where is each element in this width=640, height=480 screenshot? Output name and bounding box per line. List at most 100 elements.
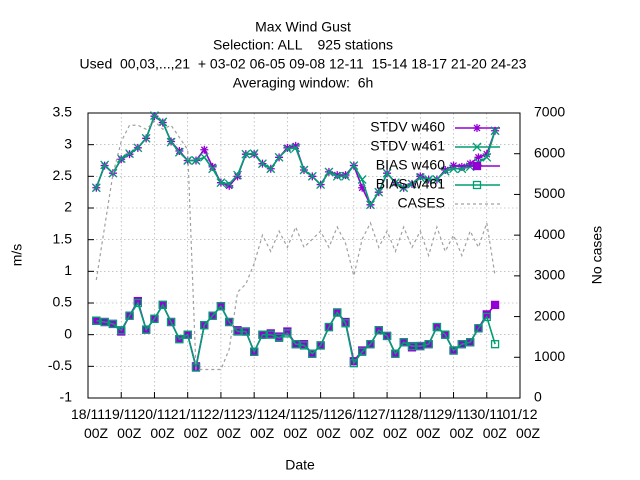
marker	[141, 133, 151, 143]
chart-title: Max Wind Gust	[255, 19, 351, 35]
marker	[233, 170, 242, 180]
marker	[200, 321, 209, 330]
marker	[432, 175, 442, 184]
marker	[440, 166, 450, 176]
marker	[399, 183, 409, 193]
marker	[208, 164, 218, 174]
marker	[225, 181, 234, 190]
y-tick-label: 0.5	[53, 294, 73, 310]
x-tick-label: 28/11 00Z	[403, 406, 441, 441]
x-tick-label: 30/11 00Z	[470, 406, 508, 441]
marker	[100, 160, 110, 170]
x-axis-label: Date	[285, 457, 315, 473]
marker	[374, 187, 384, 197]
marker	[416, 341, 425, 351]
y2-tick-label: 2000	[534, 307, 565, 323]
legend-label: STDV w460	[370, 119, 445, 135]
marker	[225, 317, 234, 327]
marker	[474, 153, 483, 162]
marker	[241, 327, 250, 336]
marker	[424, 340, 433, 349]
y2-tick-label: 4000	[534, 226, 565, 242]
marker	[166, 137, 176, 147]
marker	[332, 171, 342, 181]
marker	[424, 175, 434, 184]
y2-tick-label: 6000	[534, 144, 565, 160]
series-line	[95, 120, 496, 371]
marker	[258, 330, 267, 339]
marker	[449, 346, 458, 355]
marker	[208, 311, 217, 320]
marker	[282, 144, 292, 154]
y-tick-label: 1	[64, 262, 72, 278]
marker	[125, 149, 134, 158]
marker	[224, 179, 234, 189]
y-tick-label: 2.5	[53, 167, 73, 183]
marker	[366, 200, 375, 210]
marker	[166, 317, 176, 327]
y-tick-label: -1	[60, 389, 73, 405]
series-line	[96, 301, 496, 368]
marker	[391, 349, 400, 358]
marker	[441, 166, 450, 174]
marker	[291, 141, 300, 150]
marker	[183, 330, 192, 339]
y2-tick-label: 0	[534, 389, 542, 405]
marker	[490, 300, 500, 310]
marker	[191, 156, 201, 165]
marker	[158, 117, 168, 127]
marker	[457, 162, 466, 171]
marker	[490, 126, 500, 136]
marker	[250, 347, 259, 356]
marker	[241, 149, 251, 159]
marker	[416, 172, 425, 181]
x-tick-label: 23/11 00Z	[237, 406, 275, 441]
marker	[158, 300, 167, 310]
marker	[349, 359, 358, 368]
marker	[316, 341, 325, 350]
marker	[208, 162, 217, 171]
marker	[449, 161, 458, 170]
marker	[324, 167, 334, 177]
marker	[291, 143, 301, 153]
marker	[482, 152, 492, 162]
x-tick-label: 24/11 00Z	[270, 406, 308, 441]
marker	[150, 314, 159, 323]
marker	[117, 326, 126, 335]
marker	[183, 156, 193, 165]
marker	[473, 124, 481, 132]
y2-tick-label: 5000	[534, 185, 565, 201]
marker	[175, 334, 184, 344]
marker	[324, 322, 334, 332]
marker	[358, 183, 367, 192]
marker	[415, 173, 425, 183]
marker	[466, 159, 475, 168]
marker	[258, 159, 267, 169]
marker	[390, 178, 400, 188]
marker	[474, 324, 483, 333]
marker	[199, 152, 209, 162]
marker	[133, 298, 142, 308]
y2-tick-label: 7000	[534, 104, 565, 120]
marker	[407, 341, 417, 351]
y2-axis-label: No cases	[589, 226, 605, 284]
marker	[316, 180, 326, 190]
marker	[266, 330, 275, 339]
subtitle: Selection: ALL 925 stations	[213, 37, 393, 53]
marker	[382, 331, 392, 341]
marker	[366, 340, 375, 349]
y-tick-label: -0.5	[48, 357, 72, 373]
marker	[142, 325, 151, 334]
x-tick-label: 22/11 00Z	[204, 406, 242, 441]
plot-frame	[87, 112, 521, 399]
marker	[283, 329, 292, 338]
marker	[233, 327, 242, 336]
marker	[466, 338, 475, 347]
marker	[299, 341, 309, 350]
marker	[349, 161, 359, 171]
marker	[308, 349, 317, 358]
marker	[216, 302, 226, 311]
marker	[341, 319, 350, 328]
y-tick-label: 2	[64, 199, 72, 215]
marker	[150, 111, 159, 120]
